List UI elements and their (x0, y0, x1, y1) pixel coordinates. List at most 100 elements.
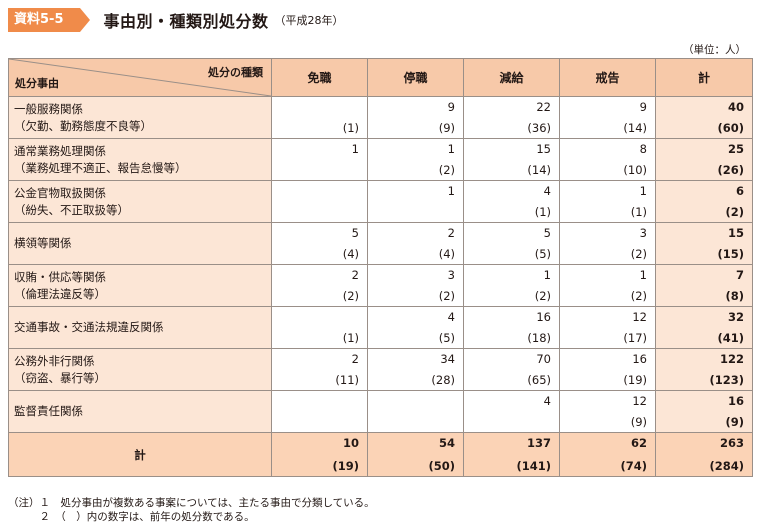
value-cell: 1 (2) (559, 264, 656, 307)
current-count: 4 (543, 394, 551, 408)
header: 資料5-5 事由別・種類別処分数 （平成28年） (8, 8, 344, 32)
previous-count: (1) (342, 331, 359, 345)
current-count: 54 (438, 436, 455, 450)
header-row: 処分の種類 処分事由 免職 停職 減給 戒告 計 (8, 58, 753, 97)
current-count: 25 (727, 142, 744, 156)
value-cell: 5 (4) (271, 222, 368, 265)
value-cell: 16 (19) (559, 348, 656, 391)
total-cell: 54 (50) (367, 432, 464, 477)
current-count: 32 (727, 310, 744, 324)
previous-count: (9) (725, 415, 744, 429)
value-cell: 16 (18) (463, 306, 560, 349)
current-count: 70 (536, 352, 551, 366)
footnote: （注）１ 処分事由が複数ある事案については、主たる事由で分類している。 (8, 497, 375, 509)
current-count: 62 (630, 436, 647, 450)
previous-count: (9) (630, 415, 647, 429)
reason-label: 監督責任関係 (14, 404, 83, 418)
current-count: 4 (447, 310, 455, 324)
value-cell: 5 (5) (463, 222, 560, 265)
value-cell: 4 (463, 390, 560, 433)
value-cell: 6 (2) (655, 180, 753, 223)
current-count: 15 (727, 226, 744, 240)
value-cell (367, 390, 464, 433)
total-cell: 137 (141) (463, 432, 560, 477)
column-header: 戒告 (559, 58, 656, 97)
current-count: 2 (351, 268, 359, 282)
current-count: 2 (351, 352, 359, 366)
current-count: 137 (526, 436, 551, 450)
value-cell: 1 (1) (559, 180, 656, 223)
total-label: 計 (8, 432, 272, 477)
total-row: 計 10 (19) 54 (50) 137 (141) 62 (74) 263 (284) (8, 432, 753, 477)
value-cell: 2 (2) (271, 264, 368, 307)
previous-count: (2) (630, 289, 647, 303)
previous-count: (2) (725, 205, 744, 219)
current-count: 8 (639, 142, 647, 156)
previous-count: (26) (717, 163, 744, 177)
reason-cell: 通常業務処理関係 （業務処理不適正、報告怠慢等） (8, 138, 272, 181)
current-count: 3 (639, 226, 647, 240)
current-count: 34 (440, 352, 455, 366)
reason-cell: 収賄・供応等関係 （倫理法違反等） (8, 264, 272, 307)
total-cell: 62 (74) (559, 432, 656, 477)
previous-count: (28) (431, 373, 455, 387)
previous-count: (60) (717, 121, 744, 135)
current-count: 6 (735, 184, 744, 198)
reason-detail: （紛失、不正取扱等） (14, 202, 129, 217)
value-cell: (1) (271, 306, 368, 349)
reason-cell: 交通事故・交通法規違反関係 (8, 306, 272, 349)
previous-count: (2) (534, 289, 551, 303)
value-cell: 15 (14) (463, 138, 560, 181)
value-cell: 12 (17) (559, 306, 656, 349)
column-header: 計 (655, 58, 753, 97)
previous-count: (1) (630, 205, 647, 219)
value-cell: 1 (271, 138, 368, 181)
table-row: 監督責任関係 4 12 (9) 16 (9) (8, 390, 753, 433)
current-count: 1 (447, 184, 455, 198)
footnotes: （注）１ 処分事由が複数ある事案については、主たる事由で分類している。 ２ （ … (8, 496, 375, 524)
current-count: 12 (632, 310, 647, 324)
reason-label: 公金官物取扱関係 (14, 185, 106, 200)
reason-detail: （欠勤、勤務態度不良等） (14, 118, 152, 133)
current-count: 1 (639, 184, 647, 198)
current-count: 1 (543, 268, 551, 282)
value-cell: 7 (8) (655, 264, 753, 307)
value-cell: 15 (15) (655, 222, 753, 265)
previous-count: (4) (438, 247, 455, 261)
value-cell: 32 (41) (655, 306, 753, 349)
reason-label: 収賄・供応等関係 (14, 269, 106, 284)
table-row: 横領等関係 5 (4) 2 (4) 5 (5) 3 (2) 15 (15) (8, 222, 753, 265)
disposition-table: 処分の種類 処分事由 免職 停職 減給 戒告 計 一般服務関係 （欠勤、勤務態度不… (8, 58, 753, 477)
value-cell: 3 (2) (559, 222, 656, 265)
reason-cell: 監督責任関係 (8, 390, 272, 433)
current-count: 9 (447, 100, 455, 114)
current-count: 122 (719, 352, 744, 366)
page-title: 事由別・種類別処分数 (103, 12, 269, 31)
previous-count: (50) (428, 459, 455, 473)
reason-label: 公務外非行関係 (14, 353, 95, 368)
corner-bottom-label: 処分事由 (15, 77, 59, 90)
value-cell: 9 (9) (367, 96, 464, 139)
reason-cell: 公金官物取扱関係 （紛失、不正取扱等） (8, 180, 272, 223)
previous-count: (9) (438, 121, 455, 135)
current-count: 1 (447, 142, 455, 156)
previous-count: (2) (438, 289, 455, 303)
current-count: 1 (351, 142, 359, 156)
column-header: 免職 (271, 58, 368, 97)
unit-label: （単位：人） (683, 44, 746, 56)
value-cell: 4 (5) (367, 306, 464, 349)
reason-label: 横領等関係 (14, 236, 72, 250)
previous-count: (36) (527, 121, 551, 135)
reason-detail: （業務処理不適正、報告怠慢等） (14, 160, 187, 175)
previous-count: (1) (534, 205, 551, 219)
value-cell: 4 (1) (463, 180, 560, 223)
value-cell: 40 (60) (655, 96, 753, 139)
diagonal-line (9, 59, 271, 96)
figure-tag: 資料5-5 (8, 8, 89, 32)
previous-count: (10) (623, 163, 647, 177)
table-row: 一般服務関係 （欠勤、勤務態度不良等） (1) 9 (9) 22 (36) 9 (14) 40 (6… (8, 96, 753, 139)
current-count: 263 (719, 436, 744, 450)
reason-cell: 公務外非行関係 （窃盗、暴行等） (8, 348, 272, 391)
value-cell: 34 (28) (367, 348, 464, 391)
previous-count: (41) (717, 331, 744, 345)
